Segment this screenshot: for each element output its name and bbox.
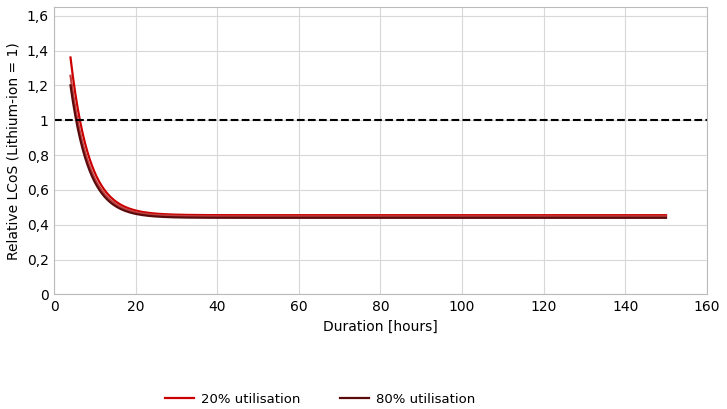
80% utilisation [531,216,539,220]
80% utilisation [307,216,316,220]
80% utilisation [541,216,550,220]
Line: 80% utilisation: 80% utilisation [71,85,666,218]
Lithium-ion benchmark [54,118,63,123]
20% utilisation [541,213,550,218]
Line: 50% utilisation: 50% utilisation [71,76,666,216]
50% utilisation [662,214,670,219]
Lithium-ion benchmark [50,118,59,123]
50% utilisation [541,214,550,219]
50% utilisation [127,209,136,213]
50% utilisation [475,214,483,219]
20% utilisation [662,213,670,218]
20% utilisation [475,213,483,218]
Line: 20% utilisation: 20% utilisation [71,58,666,215]
X-axis label: Duration [hours]: Duration [hours] [323,319,438,334]
Y-axis label: Relative LCoS (Lithium-ion = 1): Relative LCoS (Lithium-ion = 1) [7,42,21,260]
80% utilisation [66,83,75,88]
20% utilisation [66,55,75,60]
20% utilisation [531,213,539,218]
50% utilisation [531,214,539,219]
50% utilisation [66,73,75,78]
Legend: 20% utilisation, 50% utilisation, 80% utilisation, Lithium-ion benchmark: 20% utilisation, 50% utilisation, 80% ut… [160,387,536,409]
20% utilisation [307,213,316,218]
80% utilisation [127,210,136,215]
50% utilisation [329,214,337,219]
20% utilisation [127,207,136,212]
80% utilisation [475,216,483,220]
50% utilisation [307,214,316,219]
80% utilisation [329,216,337,220]
20% utilisation [329,213,337,218]
80% utilisation [662,216,670,220]
